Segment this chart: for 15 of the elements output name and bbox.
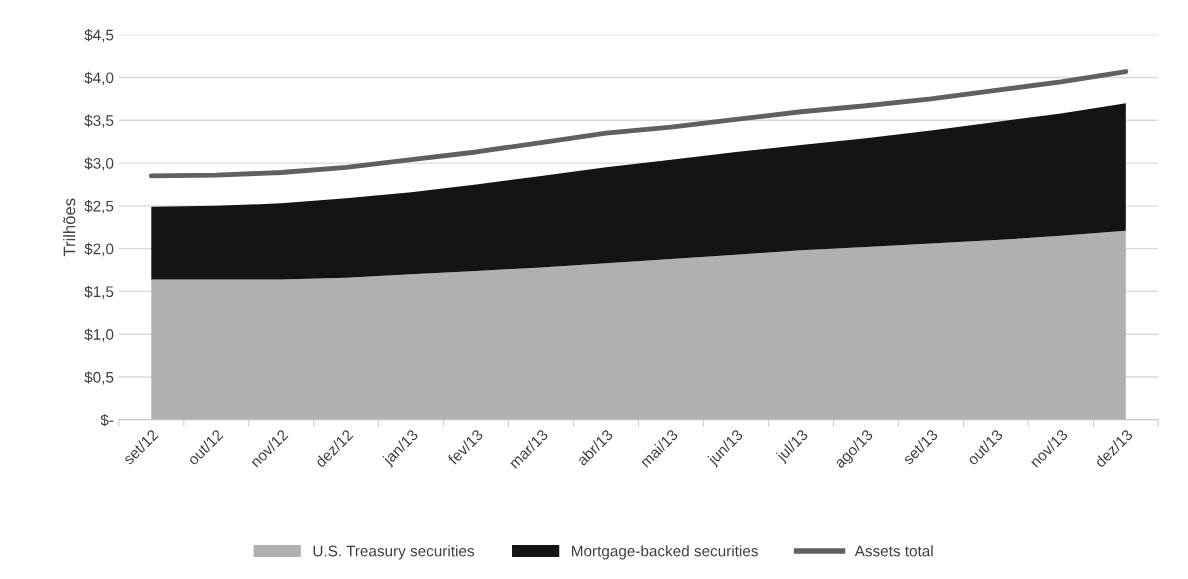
y-tick-label: $2,5 bbox=[84, 200, 114, 214]
y-tick-label: $0,5 bbox=[84, 371, 114, 385]
legend-label: Assets total bbox=[854, 545, 933, 557]
y-tick-label: $4,5 bbox=[84, 28, 114, 43]
y-tick-label: $4,0 bbox=[84, 71, 114, 86]
y-tick-label: $3,5 bbox=[84, 114, 114, 128]
y-tick-label: $2,0 bbox=[84, 242, 114, 257]
line-series bbox=[148, 69, 1129, 179]
y-tick-label: $1,0 bbox=[84, 328, 114, 342]
y-tick-label: $1,5 bbox=[84, 285, 114, 299]
y-tick-label: $- bbox=[100, 414, 114, 427]
y-axis-title: Trilhões bbox=[63, 198, 76, 257]
y-tick-label: $3,0 bbox=[84, 157, 114, 171]
legend-label: Mortgage-backed securities bbox=[572, 545, 758, 560]
legend-label: U.S. Treasury securities bbox=[313, 545, 474, 560]
